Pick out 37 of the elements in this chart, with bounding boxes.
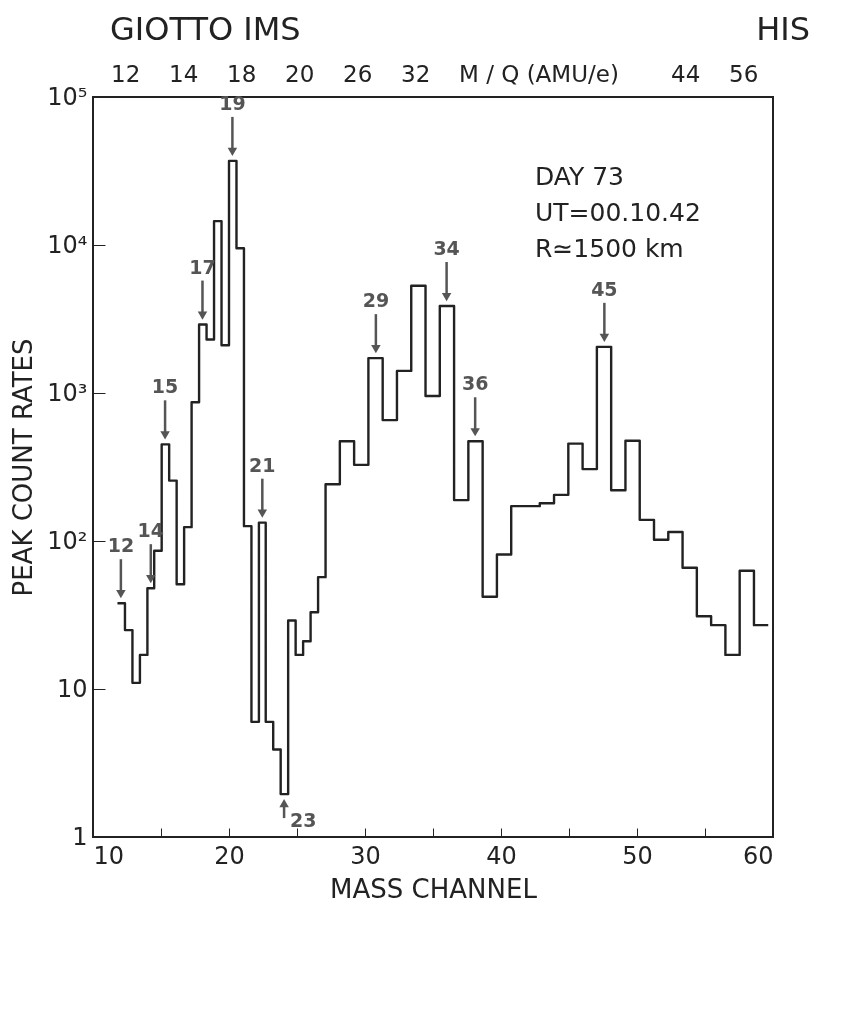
y-tick-label: 1	[72, 822, 88, 851]
text: 56	[729, 61, 759, 87]
text: 18	[227, 61, 257, 87]
annotation: 12	[107, 534, 135, 557]
annotation: 45	[591, 277, 618, 300]
chart-title: GIOTTO IMS	[110, 10, 301, 48]
x-tick-label: 40	[486, 841, 517, 870]
annotation: 23	[290, 809, 317, 832]
x-tick-label: 60	[742, 841, 774, 870]
text: 32	[401, 61, 431, 87]
y-tick-label: 10⁴	[47, 230, 88, 259]
annotation: 19	[219, 91, 246, 114]
y-tick-label: 10	[56, 674, 88, 703]
x-tick-label: 30	[350, 841, 381, 870]
y-tick-label: 10³	[47, 378, 88, 407]
text: 44	[671, 61, 701, 87]
x-tick-label: 20	[214, 841, 245, 870]
text: 14	[169, 61, 199, 87]
annotation: 34	[433, 237, 460, 260]
annotation: 15	[151, 375, 179, 398]
x-tick-label: 50	[622, 841, 653, 870]
annotation: UT=00.10.42	[535, 198, 701, 227]
annotation: 21	[249, 453, 276, 476]
text: 12	[111, 61, 141, 87]
annotation: 29	[362, 289, 390, 312]
text: 20	[285, 61, 315, 87]
annotation: R≃1500 km	[535, 234, 684, 263]
text: 26	[343, 61, 373, 87]
annotation: DAY 73	[535, 162, 625, 191]
y-tick-label: 10²	[47, 526, 88, 555]
text: M / Q (AMU/e)	[459, 61, 619, 87]
chart-subtitle: HIS	[756, 10, 810, 48]
y-axis-title: PEAK COUNT RATES	[8, 338, 39, 597]
y-tick-label: 10⁵	[47, 82, 88, 111]
annotation: 36	[461, 372, 489, 395]
x-tick-label: 10	[93, 841, 125, 870]
x-axis-title: MASS CHANNEL	[330, 873, 538, 904]
